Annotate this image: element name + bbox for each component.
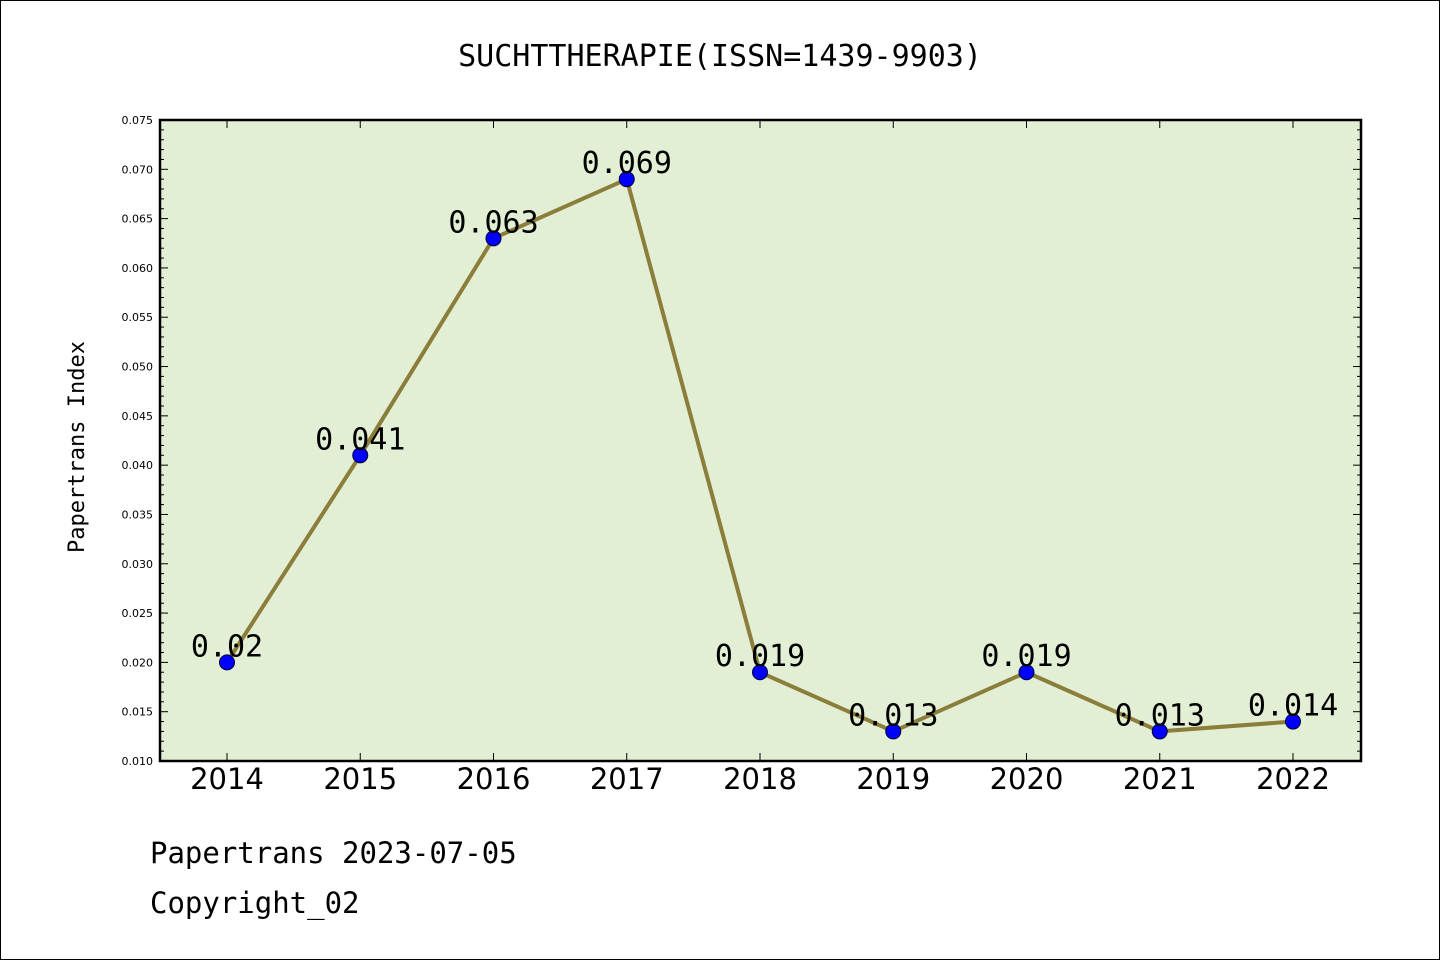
data-point — [1018, 664, 1035, 681]
data-point — [1151, 723, 1168, 740]
x-tick-label: 2019 — [856, 762, 930, 796]
data-label: 0.019 — [715, 639, 805, 674]
y-tick-label: 0.075 — [122, 114, 154, 127]
data-label: 0.02 — [191, 629, 263, 664]
y-tick-label: 0.020 — [122, 656, 154, 669]
footer-date: Papertrans 2023-07-05 — [150, 836, 517, 870]
data-label: 0.063 — [448, 205, 538, 240]
x-tick-label: 2017 — [590, 762, 664, 796]
plot-border — [158, 118, 1363, 763]
data-point — [219, 654, 235, 671]
data-markers — [219, 171, 1301, 740]
data-labels: 0.02 0.041 0.063 0.069 0.019 0.013 0.019 0.013 0… — [191, 146, 1338, 733]
x-tick-label: 2018 — [723, 762, 797, 796]
data-label: 0.041 — [315, 422, 405, 457]
y-tick-label: 0.045 — [122, 410, 154, 423]
y-tick-label: 0.040 — [122, 459, 154, 472]
data-label: 0.069 — [582, 146, 672, 181]
x-axis-ticks: 2014 2015 2016 2017 2018 2019 2020 2021 2022 — [190, 120, 1330, 796]
data-label: 0.019 — [981, 639, 1071, 674]
y-tick-label: 0.010 — [122, 755, 154, 768]
y-tick-label: 0.065 — [122, 213, 154, 226]
y-tick-label: 0.070 — [122, 163, 154, 176]
y-tick-label: 0.025 — [122, 607, 154, 620]
data-point — [485, 230, 502, 247]
x-tick-label: 2016 — [457, 762, 531, 796]
x-tick-label: 2021 — [1123, 762, 1197, 796]
plot-area — [160, 120, 1361, 761]
y-axis-label: Papertrans Index — [65, 341, 90, 553]
data-point — [1285, 713, 1301, 730]
data-label: 0.013 — [848, 698, 938, 733]
data-label: 0.014 — [1248, 689, 1338, 724]
x-tick-label: 2020 — [990, 762, 1064, 796]
y-tick-label: 0.030 — [122, 558, 154, 571]
y-tick-label: 0.050 — [122, 361, 154, 374]
footer-copyright: Copyright_02 — [150, 886, 360, 920]
y-tick-label: 0.035 — [122, 508, 154, 521]
data-point — [885, 723, 902, 740]
y-axis-ticks: 0.010 0.015 0.020 0.025 0.030 0.035 0.040 0.045… — [122, 114, 1361, 768]
data-point — [618, 171, 635, 188]
y-tick-label: 0.015 — [122, 706, 154, 719]
x-tick-label: 2015 — [323, 762, 397, 796]
x-tick-label: 2014 — [190, 762, 264, 796]
data-point — [352, 447, 369, 464]
chart-title: SUCHTTHERAPIE(ISSN=1439-9903) — [458, 39, 982, 74]
y-tick-label: 0.060 — [122, 262, 154, 275]
data-point — [752, 664, 768, 681]
y-tick-label: 0.055 — [122, 311, 154, 324]
x-tick-label: 2022 — [1256, 762, 1330, 796]
data-label: 0.013 — [1115, 698, 1205, 733]
